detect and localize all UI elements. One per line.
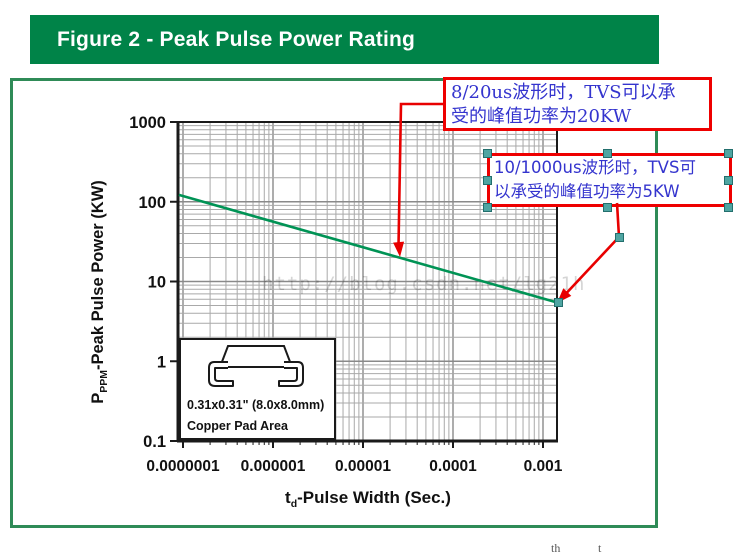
package-inset: 0.31x0.31" (8.0x8.0mm) Copper Pad Area — [179, 338, 336, 440]
y-tick-label: 10 — [148, 274, 166, 292]
annotation-5kw-line1: 10/1000us波形时，TVS可 — [494, 158, 696, 177]
x-tick-label: 0.000001 — [241, 458, 306, 475]
x-tick-label: 0.00001 — [335, 458, 391, 475]
cutoff-text-fragment-2: t — [598, 541, 602, 555]
package-dimensions: 0.31x0.31" (8.0x8.0mm) — [187, 398, 325, 412]
axis-ticks — [170, 121, 544, 448]
annotation-box-5kw[interactable]: 10/1000us波形时，TVS可 以承受的峰值功率为5KW — [487, 153, 732, 207]
x-axis-title: td-Pulse Width (Sec.) — [285, 488, 451, 510]
annotation-20kw-line2: 受的峰值功率为20KW — [451, 106, 632, 127]
x-tick-label: 0.0000001 — [146, 458, 220, 475]
peak-pulse-power-curve — [178, 193, 557, 304]
y-tick-label: 100 — [138, 194, 166, 212]
copper-pad-label: Copper Pad Area — [187, 419, 288, 433]
y-tick-label: 0.1 — [143, 433, 166, 451]
selection-handle[interactable] — [614, 232, 624, 242]
annotation-box-20kw[interactable]: 8/20us波形时，TVS可以承 受的峰值功率为20KW — [443, 77, 712, 131]
selection-handle[interactable] — [482, 148, 492, 158]
y-tick-label: 1 — [157, 353, 166, 371]
x-tick-label: 0.0001 — [429, 458, 477, 475]
smc-package-icon — [208, 345, 304, 387]
selection-handle[interactable] — [723, 175, 733, 185]
cutoff-text-fragment-1: th — [551, 541, 561, 555]
selection-handle[interactable] — [602, 202, 612, 212]
selection-handle[interactable] — [482, 202, 492, 212]
selection-handle[interactable] — [553, 297, 563, 307]
selection-handle[interactable] — [723, 202, 733, 212]
annotation-5kw-line2: 以承受的峰值功率为5KW — [494, 182, 680, 201]
y-axis-title: PPPM-Peak Pulse Power (KW) — [89, 180, 110, 404]
figure-title: Figure 2 - Peak Pulse Power Rating — [57, 27, 416, 51]
selection-handle[interactable] — [482, 175, 492, 185]
tick-labels: 1000 100 10 1 0.1 0.0000001 0.000001 0.00001 0.0… — [129, 114, 562, 475]
selection-handle[interactable] — [602, 148, 612, 158]
y-tick-label: 1000 — [129, 114, 166, 132]
x-tick-label: 0.001 — [524, 458, 563, 475]
figure-header-bar: Figure 2 - Peak Pulse Power Rating — [30, 15, 659, 64]
annotation-20kw-line1: 8/20us波形时，TVS可以承 — [451, 82, 676, 103]
selection-handle[interactable] — [723, 148, 733, 158]
watermark: http://blog.csdn.net/lg21h — [262, 273, 585, 295]
